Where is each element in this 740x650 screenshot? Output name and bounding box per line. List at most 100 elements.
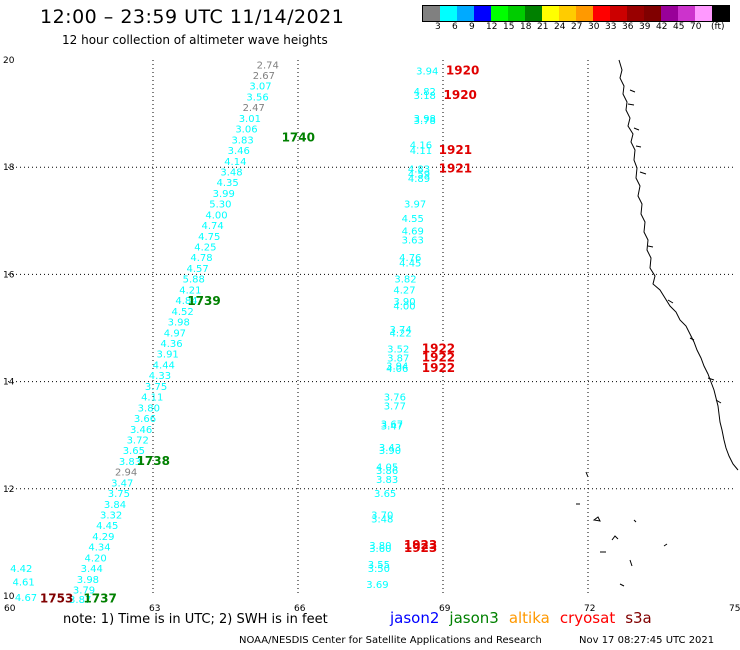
swh-value: 3.18 — [414, 91, 436, 102]
swh-value: 3.32 — [100, 511, 122, 522]
satellite-cryosat: cryosat — [559, 609, 616, 627]
legend-swatch-16 — [695, 6, 712, 21]
swh-value: 4.36 — [160, 339, 182, 350]
x-tick-69: 69 — [439, 604, 451, 614]
swh-value: 3.46 — [130, 425, 152, 436]
swh-value: 3.97 — [404, 200, 426, 211]
legend-label-8: 27 — [571, 22, 583, 32]
swh-value: 4.75 — [198, 232, 220, 243]
swh-value: 3.99 — [213, 189, 235, 200]
swh-value: 4.25 — [194, 243, 216, 254]
swh-value: 3.98 — [168, 318, 190, 329]
swh-value: 4.52 — [172, 307, 194, 318]
swh-value: 4.61 — [13, 578, 35, 589]
pass-time-label: 1740 — [282, 131, 315, 145]
pass-time-label: 1921 — [439, 161, 472, 175]
swh-value: 4.34 — [88, 543, 110, 554]
legend-swatch-15 — [678, 6, 695, 21]
swh-value: 3.47 — [111, 478, 133, 489]
legend-label-5: 18 — [520, 22, 532, 32]
satellite-altika: altika — [508, 609, 550, 627]
map-title: 12:00 – 23:59 UTC 11/14/2021 — [40, 6, 345, 28]
legend-label-2: 9 — [469, 22, 475, 32]
pass-time-label: 1922 — [422, 341, 455, 355]
satellite-legend: jason2 jason3 altika cryosat s3a — [390, 609, 662, 627]
x-tick-75: 75 — [729, 604, 740, 614]
swh-value: 3.65 — [123, 446, 145, 457]
track_west: 2.742.673.073.562.473.013.063.833.464.14… — [10, 60, 315, 606]
swh-value: 4.44 — [153, 360, 175, 371]
legend-swatch-0 — [423, 6, 440, 21]
swh-value: 2.94 — [115, 468, 137, 479]
swh-value: 3.69 — [366, 580, 388, 591]
swh-value: 3.74 — [390, 325, 412, 336]
swh-value: 4.45 — [399, 259, 421, 270]
swh-value: 3.83 — [119, 457, 141, 468]
swh-value: 4.16 — [410, 141, 432, 152]
swh-value: 4.74 — [201, 221, 223, 232]
legend-label-13: 42 — [656, 22, 668, 32]
swh-value: 3.75 — [108, 489, 130, 500]
island-9 — [633, 519, 637, 523]
swh-value: 3.82 — [394, 275, 416, 286]
swh-value: 3.87 — [69, 595, 91, 606]
swh-value: 3.06 — [235, 125, 257, 136]
swh-value: 3.07 — [249, 82, 271, 93]
coastline — [576, 59, 739, 587]
pass-time-label: 1923 — [404, 541, 437, 555]
pass-time-label: 1921 — [439, 143, 472, 157]
y-tick-10: 10 — [3, 592, 15, 602]
swh-value: 3.50 — [368, 564, 390, 575]
swh-value: 3.55 — [368, 560, 390, 571]
x-tick-60: 60 — [4, 604, 16, 614]
y-tick-16: 16 — [3, 270, 15, 280]
x-tick-72: 72 — [584, 604, 595, 614]
island-2 — [611, 535, 619, 541]
legend-label-9: 30 — [588, 22, 600, 32]
legend-swatch-10 — [593, 6, 610, 21]
swh-value: 3.83 — [376, 475, 398, 486]
legend-label-1: 6 — [452, 22, 458, 32]
swh-value: 3.90 — [393, 297, 415, 308]
swh-value: 3.90 — [379, 446, 401, 457]
legend-label-10: 33 — [605, 22, 617, 32]
legend-label-15: 70 — [690, 22, 702, 32]
legend-swatch-17 — [712, 6, 729, 21]
altimeter-tracks: 2.742.673.073.562.473.013.063.833.464.14… — [10, 60, 479, 606]
swh-value: 3.70 — [371, 511, 393, 522]
swh-value: 3.75 — [145, 382, 167, 393]
swh-value: 3.77 — [384, 402, 406, 413]
pass-time-label: 1922 — [422, 350, 455, 364]
swh-value: 4.84 — [175, 296, 197, 307]
swh-value: 3.43 — [379, 443, 401, 454]
footer-note: note: 1) Time is in UTC; 2) SWH is in fe… — [63, 612, 328, 627]
swh-value: 4.97 — [164, 328, 186, 339]
swh-value: 3.87 — [387, 353, 409, 364]
swh-value: 4.82 — [414, 87, 436, 98]
legend-swatch-12 — [627, 6, 644, 21]
swh-value: 3.80 — [138, 403, 160, 414]
swh-value: 3.76 — [384, 393, 406, 404]
swh-value: 3.47 — [381, 422, 403, 433]
legend-label-7: 24 — [554, 22, 566, 32]
india-west-coast — [618, 59, 739, 471]
swh-value: 3.86 — [376, 466, 398, 477]
swh-value: 4.67 — [15, 593, 37, 604]
x-tick-66: 66 — [294, 604, 306, 614]
island-7 — [619, 583, 625, 587]
swh-value: 4.21 — [179, 285, 201, 296]
swh-value: 3.94 — [416, 67, 438, 78]
swh-value: 3.72 — [127, 435, 149, 446]
y-tick-12: 12 — [3, 485, 14, 495]
swh-value: 3.98 — [77, 575, 99, 586]
island-8 — [663, 543, 668, 547]
legend-swatch-14 — [661, 6, 678, 21]
swh-value: 3.83 — [231, 135, 253, 146]
swh-value: 4.35 — [216, 178, 238, 189]
swh-value: 2.74 — [257, 60, 279, 71]
pass-time-label: 1920 — [446, 64, 479, 78]
swh-value: 3.48 — [371, 514, 393, 525]
legend-swatch-5 — [508, 6, 525, 21]
swh-value: 4.55 — [402, 214, 424, 225]
legend-swatch-8 — [559, 6, 576, 21]
